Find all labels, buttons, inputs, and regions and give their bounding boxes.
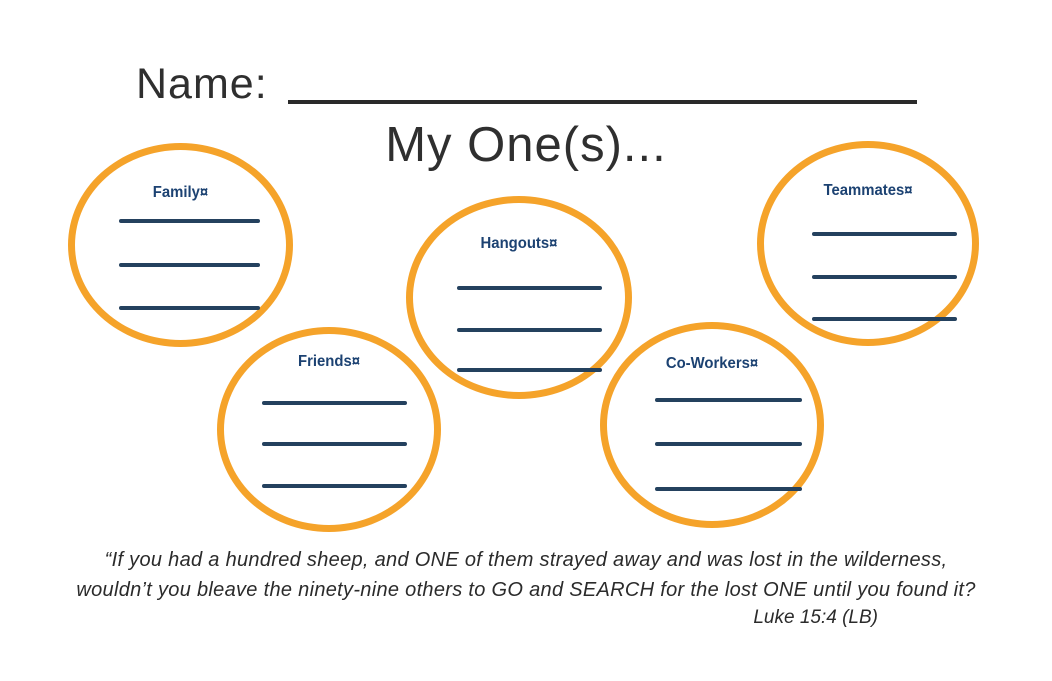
circle-label-friends: Friends¤ xyxy=(297,353,361,370)
blank-write-line xyxy=(262,442,407,446)
circle-label-teammates: Teammates¤ xyxy=(823,182,913,199)
blank-write-line xyxy=(812,317,957,321)
blank-write-line xyxy=(655,398,802,402)
circle-label-coworkers: Co-Workers¤ xyxy=(665,355,759,372)
category-circle-teammates: Teammates¤ xyxy=(757,141,979,346)
blank-write-line xyxy=(119,219,260,223)
quote-line-1: “If you had a hundred sheep, and ONE of … xyxy=(104,549,948,571)
quote-attribution: Luke 15:4 (LB) xyxy=(753,607,878,628)
circle-label-hangouts: Hangouts¤ xyxy=(480,235,558,252)
blank-write-line xyxy=(119,306,260,310)
page-title: My One(s)... xyxy=(385,118,667,172)
category-circle-coworkers: Co-Workers¤ xyxy=(600,322,824,528)
blank-write-line xyxy=(655,487,802,491)
blank-write-line xyxy=(457,286,602,290)
blank-write-line xyxy=(457,328,602,332)
blank-write-line xyxy=(812,232,957,236)
category-circle-hangouts: Hangouts¤ xyxy=(406,196,632,399)
quote-line-2: wouldn’t you bleave the ninety-nine othe… xyxy=(76,579,976,601)
name-blank-line xyxy=(288,100,917,104)
name-label: Name: xyxy=(136,60,268,108)
circle-label-family: Family¤ xyxy=(152,184,209,201)
category-circle-family: Family¤ xyxy=(68,143,293,347)
blank-write-line xyxy=(119,263,260,267)
blank-write-line xyxy=(655,442,802,446)
category-circle-friends: Friends¤ xyxy=(217,327,441,532)
blank-write-line xyxy=(262,484,407,488)
blank-write-line xyxy=(457,368,602,372)
blank-write-line xyxy=(812,275,957,279)
blank-write-line xyxy=(262,401,407,405)
